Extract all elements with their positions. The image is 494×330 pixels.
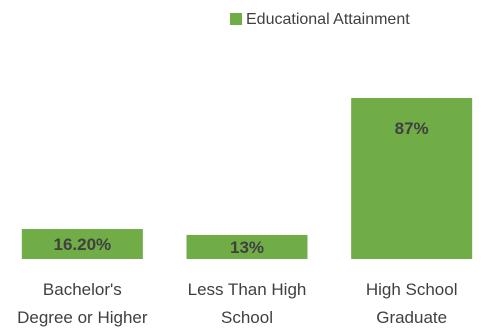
- x-axis-category-label-line: High School: [366, 280, 458, 299]
- bar: [351, 98, 473, 259]
- x-axis-category-label-line: Degree or Higher: [17, 308, 148, 327]
- legend: Educational Attainment: [230, 11, 410, 28]
- bar: [21, 229, 143, 259]
- bar: [186, 234, 308, 259]
- x-axis-category-label-line: Graduate: [376, 308, 447, 327]
- x-axis-category-label-line: Bachelor's: [43, 280, 122, 299]
- bar-labels-group: 16.20% 13% 87%: [53, 119, 428, 257]
- legend-label: Educational Attainment: [246, 11, 410, 28]
- bar-value-label: 16.20%: [53, 235, 111, 254]
- bars-group: [21, 98, 473, 259]
- x-axis-category-label: High School Graduate: [366, 280, 458, 327]
- x-axis-category-label-line: Less Than High: [188, 280, 307, 299]
- x-axis-category-label: Bachelor's Degree or Higher: [17, 280, 148, 327]
- bar-value-label: 13%: [230, 238, 264, 257]
- x-axis-category-label-line: School: [221, 308, 273, 327]
- x-axis-category-label: Less Than High School: [188, 280, 307, 327]
- x-axis-labels-group: Bachelor's Degree or Higher Less Than High…: [17, 280, 457, 327]
- bar-value-label: 87%: [395, 119, 429, 138]
- legend-swatch: [230, 13, 242, 25]
